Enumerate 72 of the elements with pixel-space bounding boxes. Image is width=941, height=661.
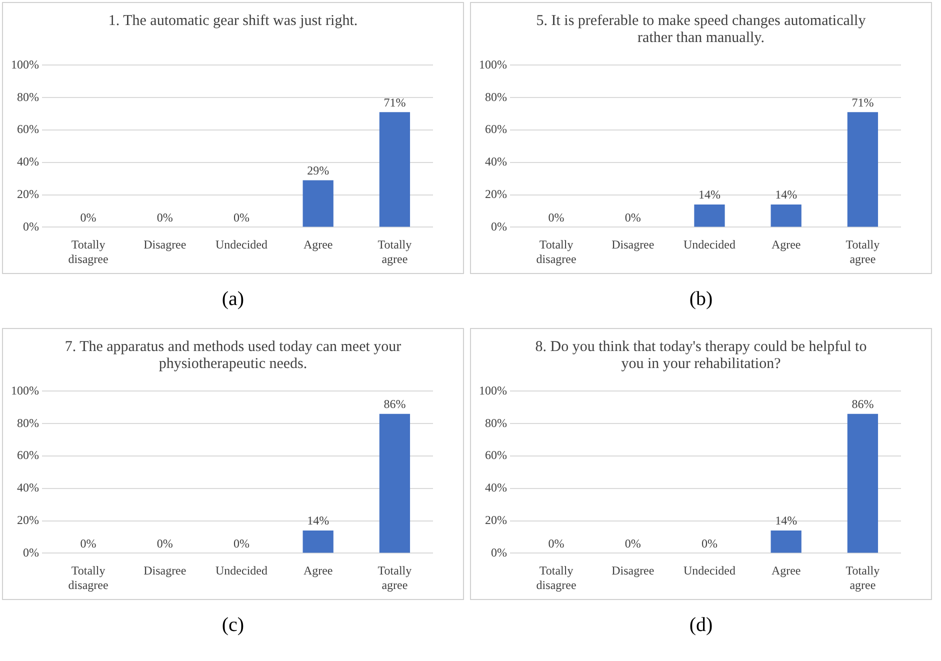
y-tick-label: 60% [16,122,39,136]
x-tick-label: Disagree [144,238,186,252]
data-label: 0% [80,536,96,550]
y-tick-label: 40% [484,154,507,169]
data-label: 71% [384,95,406,110]
chart-title: 1. The automatic gear shift was just right. [107,13,359,31]
x-tick-label: Totally disagree [536,238,576,266]
y-tick-label: 20% [16,512,39,527]
x-tick-label: Agree [303,564,333,578]
y-tick-label: 100% [478,383,507,398]
data-label: 14% [775,514,798,528]
x-tick-label: Agree [303,238,333,252]
y-tick-label: 20% [484,186,507,201]
data-label: 14% [698,188,720,202]
y-tick-label: 0% [490,219,507,234]
x-tick-label: Disagree [612,564,654,578]
y-tick-label: 80% [484,416,507,430]
x-tick-label: Totally agree [378,238,412,266]
x-tick-label: Totally agree [378,564,412,592]
y-tick-label: 60% [16,448,39,462]
data-label: 86% [852,397,874,412]
data-label: 0% [156,210,173,224]
y-tick-label: 80% [484,90,507,104]
x-tick-label: Totally disagree [68,238,108,266]
chart-title: 8. Do you think that today's therapy could be helpful to you in your rehabilitation? [534,339,868,374]
y-tick-label: 80% [16,90,39,104]
y-tick-label: 20% [16,186,39,201]
y-tick-label: 40% [484,480,507,495]
x-tick-label: Undecided [684,564,736,578]
y-tick-label: 40% [16,154,39,169]
y-tick-label: 60% [484,122,507,136]
y-tick-label: 80% [16,416,39,430]
data-label: 86% [384,397,406,412]
x-tick-label: Agree [771,564,801,578]
x-tick-label: Undecided [216,238,268,252]
y-tick-label: 60% [484,448,507,462]
text: (c) [220,614,246,638]
data-label: 0% [548,536,564,550]
x-tick-label: Disagree [144,564,186,578]
x-tick-label: Totally disagree [536,564,576,592]
y-tick-label: 0% [22,219,39,234]
text: (b) [688,288,714,312]
x-tick-label: Undecided [684,238,736,252]
data-label: 0% [548,210,564,224]
data-label: 0% [234,536,250,550]
data-label: 0% [80,210,96,224]
y-tick-label: 100% [478,57,507,72]
data-label: 29% [307,163,330,178]
data-label: 0% [702,536,718,550]
data-label: 0% [624,536,641,550]
data-label: 0% [234,210,250,224]
x-tick-label: Agree [771,238,801,252]
y-tick-label: 100% [10,57,39,72]
x-tick-label: Undecided [216,564,268,578]
y-tick-label: 0% [22,545,39,560]
text: (a) [220,288,246,312]
data-label: 14% [775,188,798,202]
x-tick-label: Totally agree [846,564,880,592]
x-tick-label: Totally disagree [68,564,108,592]
data-label: 14% [307,514,330,528]
x-tick-label: Totally agree [846,238,880,266]
chart-title: 5. It is preferable to make speed changes automatically rather than manually. [535,13,867,48]
chart-title: 7. The apparatus and methods used today can meet your physiotherapeutic needs. [64,339,402,374]
y-tick-label: 100% [10,383,39,398]
data-label: 0% [624,210,641,224]
x-tick-label: Disagree [612,238,654,252]
data-label: 0% [156,536,173,550]
y-tick-label: 20% [484,512,507,527]
y-tick-label: 40% [16,480,39,495]
text: (d) [688,614,714,638]
y-tick-label: 0% [490,545,507,560]
data-label: 71% [852,95,874,110]
